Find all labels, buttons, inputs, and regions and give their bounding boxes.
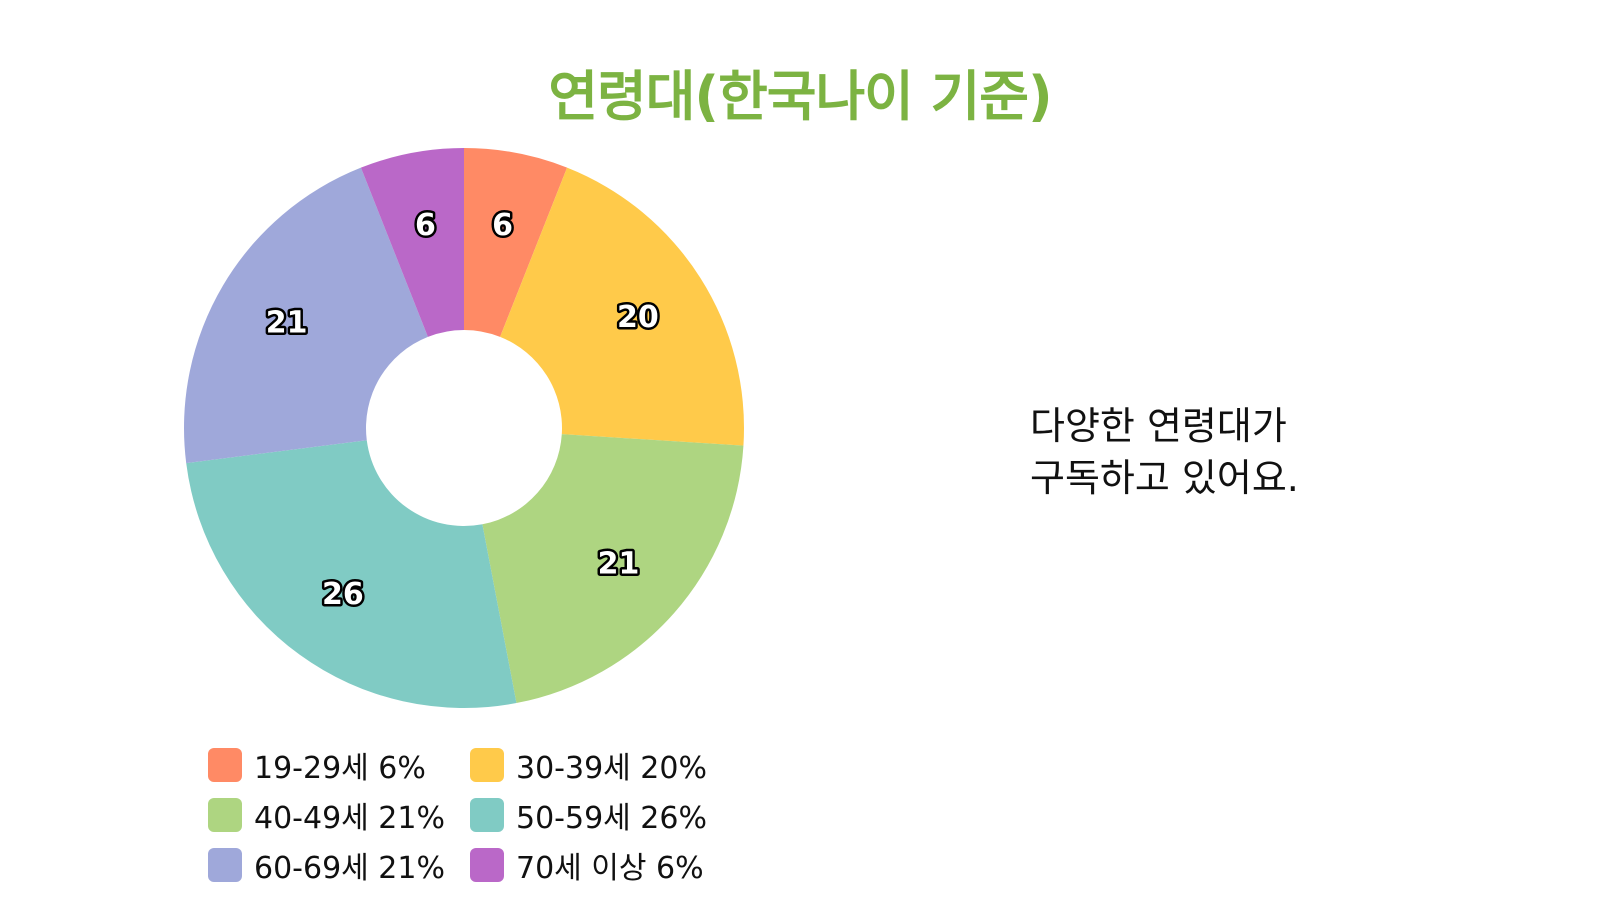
legend-swatch [470,798,504,832]
legend-label: 40-49세 21% [254,801,445,836]
chart-title: 연령대(한국나이 기준) [548,65,1052,128]
legend-label: 50-59세 26% [516,801,707,836]
slice-5 [184,167,428,464]
legend-item-60-69: 60-69세 21% [208,845,470,886]
legend-item-40-49: 40-49세 21% [208,795,470,836]
slice-value-label: 6 [415,208,436,243]
legend-label: 19-29세 6% [254,751,426,786]
slice-1 [464,148,568,337]
legend-swatch [470,748,504,782]
slice-2 [500,167,744,446]
legend-item-70-plus: 70세 이상 6% [470,845,730,886]
legend-item-30-39: 30-39세 20% [470,745,730,786]
legend-swatch [208,798,242,832]
legend-swatch [470,848,504,882]
slice-value-label: 26 [322,577,364,612]
slice-6 [360,148,464,337]
legend-swatch [208,848,242,882]
slice-value-label: 20 [617,300,659,335]
legend-swatch [208,748,242,782]
legend-item-50-59: 50-59세 26% [470,795,730,836]
chart-legend: 19-29세 6% 30-39세 20% 40-49세 21% 50-59세 2… [208,745,730,886]
slice-value-label: 21 [598,547,640,582]
legend-label: 60-69세 21% [254,851,445,886]
legend-item-19-29: 19-29세 6% [208,745,470,786]
legend-label: 30-39세 20% [516,751,707,786]
slice-value-label: 6 [492,208,513,243]
slice-3 [482,434,744,704]
slice-value-label: 21 [266,306,308,341]
legend-label: 70세 이상 6% [516,851,704,886]
slice-4 [186,440,517,708]
side-note: 다양한 연령대가 구독하고 있어요. [1030,404,1299,500]
